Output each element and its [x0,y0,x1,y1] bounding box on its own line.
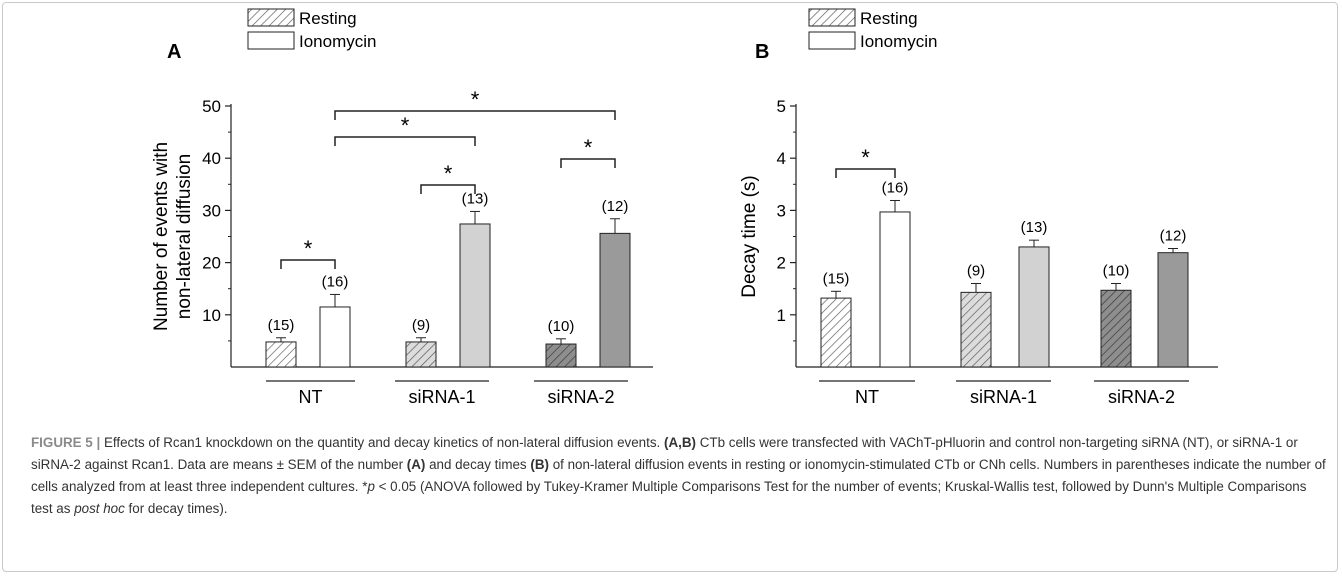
panel-a-y-tick-label: 40 [202,149,221,168]
caption-part2-label: (A) [406,457,426,472]
panel-a-bar-sirna1-ionomycin [459,223,491,368]
figure-caption: FIGURE 5 | Effects of Rcan1 knockdown on… [31,432,1327,520]
panel-b-legend-swatch-resting [808,8,856,27]
panel-a-label: A [167,41,181,63]
panel-b-legend-swatch-ionomycin [808,31,856,50]
panel-b-n-label: (10) [1103,262,1130,279]
charts-canvas: A Resting Ionomycin 10 20 30 40 50 Number of eve… [151,8,1218,407]
panel-b-y-tick-label: 5 [777,97,786,116]
panel-b-significance-star: * [861,145,870,170]
panel-b-bar-sirna1-resting [960,291,992,368]
panel-a-significance-bracket [420,184,476,194]
panel-b-bar-sirna2-ionomycin [1157,252,1189,368]
panel-b-bar-nt-ionomycin [879,211,911,368]
caption-p-symbol: p [367,479,375,494]
caption-figure-label: FIGURE 5 | [31,435,101,450]
panel-a-bar-sirna2-resting [545,343,577,368]
panel-a-significance-bracket [560,158,616,168]
panel-a-category-label-sirna2: siRNA-2 [547,387,614,407]
panel-a-significance-star: * [304,236,313,261]
panel-a-category-label-nt: NT [299,387,323,407]
panel-b-bar-sirna1-ionomycin [1018,246,1050,368]
panel-a-significance-star: * [471,87,480,112]
panel-a-bar-nt-resting [265,341,297,368]
panel-a-significance-bracket [334,110,616,120]
panel-b-bar-nt-resting [820,297,852,368]
panel-a-category-label-sirna1: siRNA-1 [408,387,475,407]
panel-b-label: B [755,41,769,63]
panel-a-n-label: (16) [322,273,349,290]
caption-part5: for decay times). [128,501,228,516]
panel-b-n-label: (9) [967,262,985,279]
panel-b-y-tick-label: 1 [777,306,786,325]
panel-a-legend-label-ionomycin: Ionomycin [299,32,376,51]
panel-b-bar-sirna2-resting [1100,289,1132,368]
panel-a-significance-star: * [584,135,593,160]
panel-b-n-label: (13) [1021,219,1048,236]
caption-part1-label: (A,B) [664,435,696,450]
caption-post-hoc: post hoc [74,501,125,516]
panel-a-n-label: (13) [462,190,489,207]
panel-b-category-label-sirna1: siRNA-1 [970,387,1037,407]
panel-b-legend-label-ionomycin: Ionomycin [860,32,937,51]
panel-a-legend-swatch-ionomycin [247,31,295,50]
caption-part1: CTb cells were transfected with VAChT-pH… [31,435,1298,472]
caption-title: Effects of Rcan1 knockdown on the quanti… [103,435,661,450]
panel-a-n-label: (10) [548,318,575,335]
panel-a-bar-nt-ionomycin [319,306,351,368]
panel-b-y-tick-label: 4 [777,149,786,168]
panel-b-legend-label-resting: Resting [860,9,918,28]
panel-a-legend-swatch-resting [247,8,295,27]
panel-a-chart: A Resting Ionomycin 10 20 30 40 50 Number of eve… [151,8,653,407]
panel-a-y-tick-label: 30 [202,201,221,220]
panel-a-significance-star: * [401,113,410,138]
panel-b-n-label: (12) [1160,228,1187,245]
panel-a-y-tick-label: 10 [202,306,221,325]
caption-part3-label: (B) [530,457,549,472]
panel-b-y-label: Decay time (s) [739,175,760,297]
panel-a-legend-label-resting: Resting [299,9,357,28]
panel-a-significance-star: * [444,161,453,186]
panel-a-n-label: (9) [412,317,430,334]
panel-a-bar-sirna2-ionomycin [599,232,631,368]
caption-part3: of non-lateral diffusion events in resti… [31,457,1326,494]
panel-a-y-tick-label: 20 [202,254,221,273]
panel-a-n-label: (12) [602,198,629,215]
panel-a-significance-bracket [280,259,336,269]
panel-b-n-label: (16) [882,179,909,196]
caption-part2: and decay times [429,457,527,472]
panel-b-category-label-nt: NT [855,387,879,407]
panel-a-n-label: (15) [268,317,295,334]
panel-b-n-label: (15) [823,270,850,287]
panel-b-y-tick-label: 3 [777,201,786,220]
panel-b-category-label-sirna2: siRNA-2 [1108,387,1175,407]
panel-b-significance-bracket [835,168,896,178]
panel-a-y-label-line2: non-lateral diffusion [174,154,195,319]
panel-b-chart: B Resting Ionomycin 1 2 3 4 5 Decay time (s) (15)… [739,8,1218,407]
panel-a-bar-sirna1-resting [405,341,437,368]
panel-a-significance-bracket [334,136,476,146]
panel-a-y-label-line1: Number of events with [151,142,172,331]
panel-a-y-tick-label: 50 [202,97,221,116]
caption-part4: < 0.05 (ANOVA followed by Tukey-Kramer M… [31,479,1307,516]
panel-b-y-tick-label: 2 [777,254,786,273]
